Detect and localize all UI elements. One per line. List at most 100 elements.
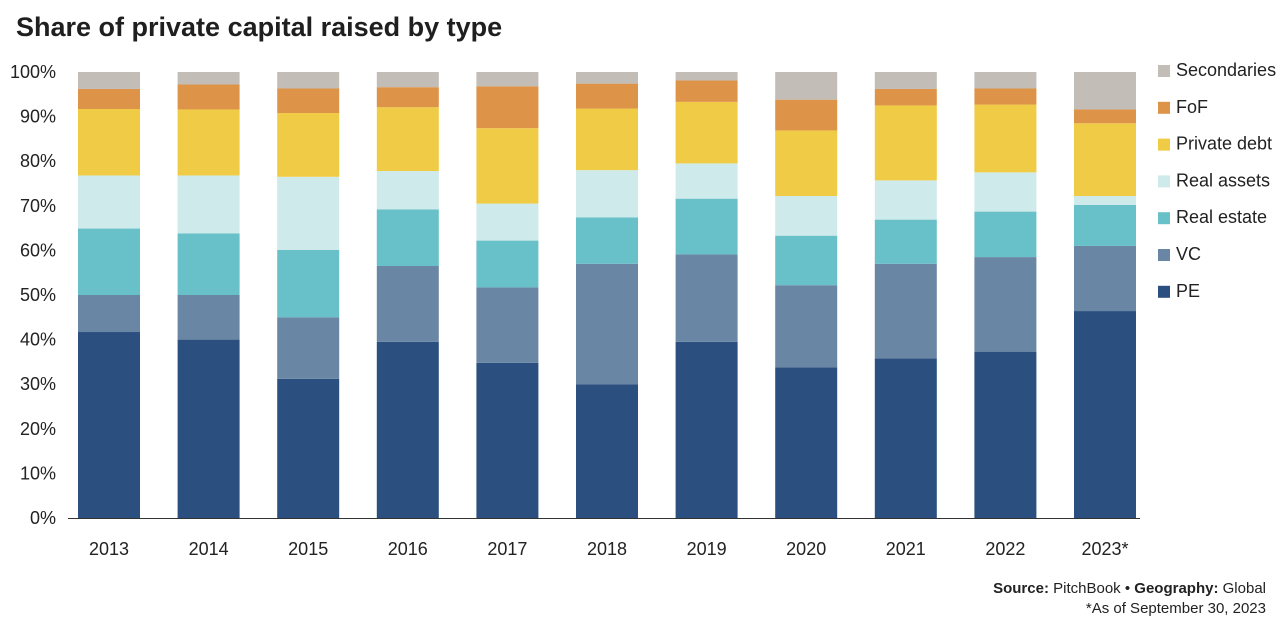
bar-stack <box>576 72 638 518</box>
bar-segment-real-estate <box>177 233 240 295</box>
bar-segment-fof <box>177 84 240 110</box>
bar-segment-pe <box>775 367 838 518</box>
bar-segment-real-estate <box>675 198 738 255</box>
bar-segment-real-estate <box>476 240 539 288</box>
x-axis: 2013 2014 2015 2016 2017 2018 2019 2020 2021 2022… <box>68 518 1140 559</box>
bar-segment-secondaries <box>1074 72 1136 110</box>
bar-segment-real-assets <box>78 175 140 229</box>
bar-segment-vc <box>576 263 638 385</box>
y-tick-label: 80% <box>20 151 56 171</box>
bar-segment-real-assets <box>576 170 638 218</box>
legend-swatch <box>1158 138 1170 151</box>
y-tick-label: 100% <box>10 62 56 82</box>
bar-stack <box>376 72 439 518</box>
x-tick-label: 2018 <box>587 539 627 559</box>
bar-stack <box>1074 72 1136 518</box>
bar-segment-real-assets <box>874 180 937 220</box>
bar-stack <box>476 72 539 518</box>
bar-segment-real-estate <box>78 228 140 295</box>
bar-segment-real-estate <box>775 235 838 286</box>
x-tick-label: 2023* <box>1081 539 1128 559</box>
bar-stack <box>675 72 738 518</box>
legend-item: FoF <box>1158 97 1208 117</box>
legend: Secondaries FoF Private debt Real assets Rea… <box>1158 60 1276 301</box>
bar-segment-fof <box>277 88 340 114</box>
y-tick-label: 20% <box>20 419 56 439</box>
bar-segment-secondaries <box>974 72 1037 89</box>
bar-segment-fof <box>874 88 937 106</box>
bar-segment-pe <box>1074 311 1136 518</box>
source-value: PitchBook <box>1053 580 1121 597</box>
source-label: Source: <box>993 580 1049 597</box>
legend-label: PE <box>1176 281 1200 301</box>
bar-stack <box>177 72 240 518</box>
bar-segment-private-debt <box>974 104 1037 173</box>
x-tick-label: 2016 <box>388 539 428 559</box>
bar-segment-pe <box>576 384 638 518</box>
bar-segment-fof <box>1074 109 1136 124</box>
bar-segment-real-assets <box>376 171 439 210</box>
y-tick-label: 0% <box>30 508 56 528</box>
y-axis: 0% 10% 20% 30% 40% 50% 60% 70% 80% 90% 100% <box>10 62 56 528</box>
bar-stack <box>78 72 140 518</box>
bar-segment-secondaries <box>476 72 539 87</box>
legend-item: VC <box>1158 244 1201 264</box>
bar-segment-real-assets <box>675 163 738 199</box>
bar-segment-real-estate <box>277 249 340 318</box>
bar-stack <box>874 72 937 518</box>
x-tick-label: 2017 <box>487 539 527 559</box>
footer-separator: • <box>1124 580 1131 597</box>
legend-swatch <box>1158 175 1170 188</box>
bar-segment-pe <box>376 341 439 518</box>
bar-segment-pe <box>277 378 340 518</box>
bar-segment-fof <box>675 80 738 102</box>
bar-segment-real-assets <box>476 203 539 241</box>
bar-segment-secondaries <box>277 72 340 89</box>
bar-segment-real-estate <box>1074 204 1136 246</box>
bar-segment-vc <box>277 317 340 379</box>
bar-segment-fof <box>775 99 838 131</box>
bar-segment-pe <box>177 339 240 518</box>
geography-value: Global <box>1222 580 1266 597</box>
bar-segment-fof <box>576 83 638 109</box>
bar-segment-vc <box>675 254 738 342</box>
bar-segment-vc <box>874 263 937 359</box>
bar-segment-real-assets <box>775 195 838 236</box>
bar-segment-fof <box>974 88 1037 105</box>
bar-segment-real-assets <box>177 175 240 234</box>
bar-segment-pe <box>675 341 738 518</box>
x-tick-label: 2019 <box>687 539 727 559</box>
bar-segment-secondaries <box>775 72 838 100</box>
bar-segment-secondaries <box>576 72 638 84</box>
x-tick-label: 2014 <box>189 539 229 559</box>
x-tick-label: 2022 <box>985 539 1025 559</box>
x-tick-label: 2021 <box>886 539 926 559</box>
bar-segment-secondaries <box>675 72 738 81</box>
bar-segment-private-debt <box>78 109 140 176</box>
bar-segment-vc <box>177 295 240 340</box>
bar-segment-fof <box>376 87 439 108</box>
bar-segment-real-estate <box>376 209 439 267</box>
bar-segment-private-debt <box>1074 123 1136 196</box>
legend-swatch <box>1158 249 1170 261</box>
bar-stack <box>974 72 1037 518</box>
bar-segment-private-debt <box>177 109 240 176</box>
y-tick-label: 10% <box>20 463 56 483</box>
bar-segment-pe <box>874 358 937 518</box>
chart-title: Share of private capital raised by type <box>16 12 503 42</box>
bar-segment-vc <box>775 285 838 368</box>
legend-label: Private debt <box>1176 134 1272 154</box>
bar-segment-pe <box>476 362 539 518</box>
source-line: Source: PitchBook • Geography: Global <box>993 580 1266 597</box>
bar-segment-vc <box>376 266 439 342</box>
legend-item: Private debt <box>1158 134 1272 154</box>
bar-segment-private-debt <box>277 113 340 177</box>
bars <box>78 72 1136 518</box>
bar-segment-secondaries <box>177 72 240 85</box>
legend-swatch <box>1158 101 1170 114</box>
legend-item: Real estate <box>1158 207 1267 227</box>
bar-segment-private-debt <box>874 105 937 181</box>
legend-item: Secondaries <box>1158 60 1276 80</box>
bar-segment-vc <box>1074 245 1136 312</box>
